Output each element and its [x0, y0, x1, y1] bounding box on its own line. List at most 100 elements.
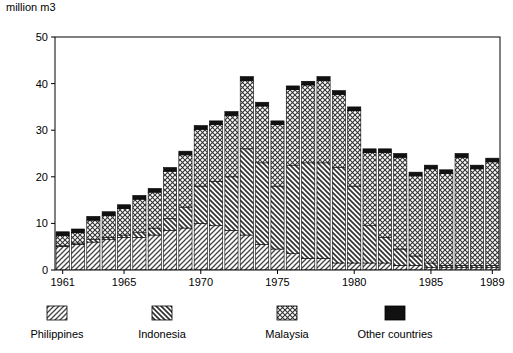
bar-segment	[102, 212, 115, 216]
bar-segment	[179, 207, 192, 228]
bar-segment	[394, 265, 407, 270]
bar-segment	[409, 265, 422, 270]
bar-segment	[179, 228, 192, 270]
bar-segment	[455, 265, 468, 267]
bar-segment	[363, 263, 376, 270]
bar-segment	[148, 188, 161, 192]
bar-segment	[348, 186, 361, 263]
bar-segment	[302, 85, 315, 163]
bar-segment	[424, 165, 437, 169]
x-tick-label: 1989	[480, 276, 504, 288]
bar-segment	[271, 186, 284, 249]
bar-segment	[302, 163, 315, 259]
bar-segment	[225, 112, 238, 116]
y-tick-label: 40	[36, 78, 48, 90]
bar-segment	[240, 80, 253, 149]
bar-segment	[302, 81, 315, 85]
bar-segment	[363, 153, 376, 226]
legend-swatch	[47, 306, 67, 320]
bar-segment	[87, 216, 100, 220]
bar-segment	[148, 235, 161, 270]
x-tick-label: 1980	[342, 276, 366, 288]
bar-segment	[378, 153, 391, 238]
bar-segment	[424, 169, 437, 263]
bar-segment	[87, 240, 100, 242]
x-tick	[492, 270, 493, 274]
x-tick	[124, 270, 125, 274]
x-tick	[430, 270, 431, 274]
legend-swatch	[277, 306, 297, 320]
bar-segment	[332, 167, 345, 263]
bar-segment	[194, 223, 207, 270]
bar-segment	[163, 167, 176, 171]
bar-segment	[117, 237, 130, 270]
bar-segment	[56, 247, 69, 270]
bar-segment	[470, 265, 483, 267]
bar-segment	[317, 80, 330, 162]
y-tick-label: 30	[36, 124, 48, 136]
bar-segment	[256, 163, 269, 245]
bar-segment	[71, 233, 84, 243]
legend-label: Malaysia	[265, 328, 309, 340]
bar-segment	[363, 226, 376, 263]
bar-segment	[470, 169, 483, 265]
bar-segment	[56, 232, 69, 236]
bar-segment	[148, 192, 161, 228]
y-tick-label: 50	[36, 31, 48, 43]
bar-segment	[210, 125, 223, 182]
bar-segment	[317, 77, 330, 81]
bar-segment	[133, 195, 146, 199]
bar-segment	[71, 244, 84, 270]
bar-segment	[348, 263, 361, 270]
bar-segment	[256, 106, 269, 163]
y-tick	[51, 223, 55, 224]
bar-segment	[117, 205, 130, 209]
bar-segment	[286, 90, 299, 165]
x-tick	[200, 270, 201, 274]
bar-segment	[286, 86, 299, 90]
plot-frame	[55, 37, 500, 270]
y-tick	[51, 270, 55, 271]
bar-segment	[286, 254, 299, 270]
x-tick	[277, 270, 278, 274]
bar-segment	[179, 151, 192, 155]
legend-label: Other countries	[357, 328, 433, 340]
x-tick-label: 1975	[265, 276, 289, 288]
y-tick-label: 0	[42, 264, 48, 276]
bar-segment	[87, 242, 100, 270]
bar-segment	[363, 149, 376, 153]
bar-segment	[440, 174, 453, 266]
x-tick-label: 1985	[419, 276, 443, 288]
bar-segment	[409, 256, 422, 265]
y-tick	[51, 37, 55, 38]
bar-segment	[194, 186, 207, 223]
bar-segment	[102, 240, 115, 270]
bar-segment	[163, 171, 176, 219]
bar-segment	[210, 181, 223, 225]
bar-segment	[455, 157, 468, 265]
bar-segment	[133, 199, 146, 233]
bar-segment	[194, 126, 207, 130]
bar-segment	[225, 230, 238, 270]
bar-segment	[210, 226, 223, 270]
bar-segment	[102, 215, 115, 237]
bar-segment	[240, 149, 253, 235]
bar-segment	[348, 111, 361, 186]
bar-segment	[240, 77, 253, 81]
bar-segment	[486, 265, 499, 267]
bar-segment	[348, 107, 361, 111]
bar-segment	[317, 163, 330, 259]
bar-segment	[394, 157, 407, 249]
bar-segment	[378, 237, 391, 263]
bar-segment	[210, 121, 223, 125]
y-tick	[51, 83, 55, 84]
page: {"chart_data": { "type": "bar", "stacked…	[0, 0, 513, 353]
bar-segment	[194, 129, 207, 186]
bar-segment	[240, 235, 253, 270]
legend: PhilippinesIndonesiaMalaysiaOther countr…	[30, 306, 433, 340]
legend-label: Philippines	[30, 328, 84, 340]
bar-segment	[102, 237, 115, 239]
bar-segment	[424, 263, 437, 268]
y-tick	[51, 130, 55, 131]
bar-segment	[271, 125, 284, 187]
